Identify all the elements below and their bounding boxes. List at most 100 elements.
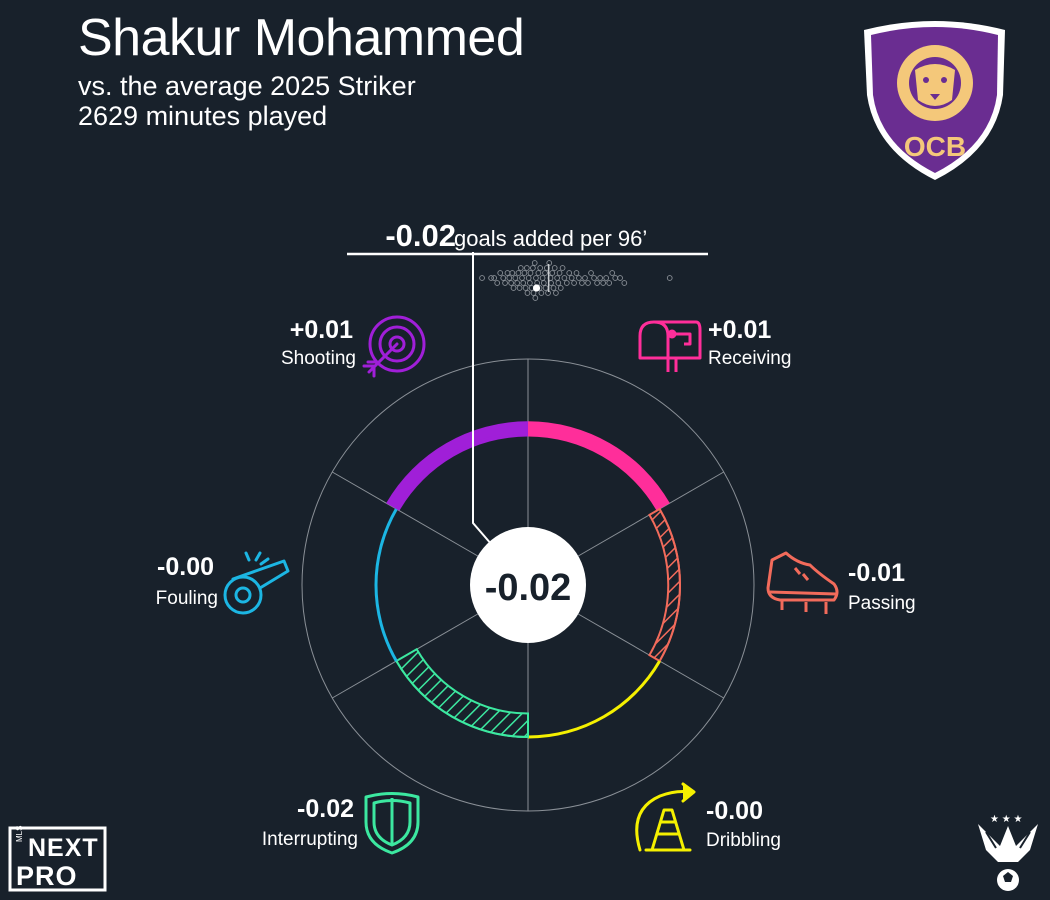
- distribution-dot: [540, 280, 547, 286]
- dribbling-label: Dribbling: [706, 830, 781, 851]
- interrupting-baseline: [395, 660, 528, 738]
- center-circle: [470, 527, 586, 643]
- orlando-city-b-crest-icon: OCB: [864, 21, 1005, 180]
- distribution-dot: [479, 275, 485, 281]
- distribution-dot: [591, 275, 597, 281]
- distribution-player-dot: [532, 284, 541, 292]
- distribution-dot: [609, 270, 616, 276]
- svg-text:★ ★ ★: ★ ★ ★: [990, 814, 1022, 825]
- distribution-dot: [539, 275, 546, 281]
- distribution-dot: [525, 275, 532, 281]
- distribution-strip: [479, 260, 673, 301]
- distribution-dot: [579, 280, 585, 286]
- distribution-dot: [491, 275, 498, 281]
- distribution-dot: [504, 270, 511, 276]
- distribution-dot: [603, 275, 610, 281]
- distribution-dot: [497, 270, 504, 276]
- minutes-played: 2629 minutes played: [78, 101, 328, 131]
- shooting-baseline: [395, 432, 528, 510]
- distribution-dot: [502, 280, 508, 286]
- receiving-baseline: [528, 432, 661, 510]
- receiving-value: +0.01: [708, 316, 771, 344]
- category-bars: [374, 421, 682, 739]
- cone-arrow-icon: [635, 782, 696, 852]
- shooting-label: Shooting: [281, 348, 356, 369]
- league-logo-line2: PRO: [16, 861, 78, 891]
- distribution-dot: [519, 275, 525, 281]
- distribution-dot: [527, 280, 533, 286]
- player-name: Shakur Mohammed: [78, 9, 525, 67]
- grid-spoke: [332, 471, 479, 557]
- distribution-dot: [553, 290, 559, 296]
- distribution-dot: [617, 275, 623, 281]
- distribution-dot: [530, 290, 537, 296]
- distribution-dot: [550, 285, 557, 291]
- distribution-dot: [571, 280, 577, 286]
- passing-label: Passing: [848, 593, 916, 614]
- distribution-dot: [542, 270, 548, 276]
- distribution-dot: [537, 265, 544, 271]
- interrupting-bar: [394, 647, 529, 739]
- distribution-dot: [508, 280, 514, 286]
- distribution-dot: [494, 280, 501, 286]
- whistle-icon: [223, 551, 290, 615]
- distribution-dot: [563, 280, 570, 286]
- receiving-label: Receiving: [708, 348, 791, 369]
- distribution-dot: [556, 270, 563, 276]
- distribution-dot: [555, 280, 562, 286]
- distribution-dot: [600, 280, 606, 286]
- interrupting-value: -0.02: [297, 795, 354, 823]
- distribution-dot: [588, 270, 594, 276]
- passing-baseline: [658, 508, 682, 662]
- cleat-icon: [766, 551, 839, 614]
- dribbling-bar: [528, 660, 661, 739]
- distribution-dot: [515, 270, 522, 276]
- shield-icon: [364, 792, 420, 855]
- distribution-dot: [510, 285, 517, 291]
- distribution-dot: [576, 275, 582, 281]
- distribution-dot: [512, 275, 519, 281]
- interrupting-label: Interrupting: [262, 829, 358, 850]
- fouling-label: Fouling: [156, 588, 218, 609]
- fouling-baseline: [375, 508, 398, 662]
- distribution-dot: [527, 270, 534, 276]
- distribution-dot: [549, 270, 556, 276]
- distribution-dot: [521, 270, 528, 276]
- distribution-dot: [557, 285, 564, 291]
- distribution-dot: [621, 280, 628, 286]
- distribution-dot: [532, 295, 539, 301]
- distribution-dot: [506, 275, 513, 281]
- distribution-dot: [594, 280, 600, 286]
- eagle-soccer-ball-icon: ★ ★ ★: [978, 814, 1038, 891]
- distribution-dot: [573, 270, 580, 276]
- distribution-dot: [559, 265, 566, 271]
- distribution-dot: [514, 280, 521, 286]
- distribution-dot: [606, 280, 613, 286]
- dribbling-baseline: [528, 660, 661, 738]
- distribution-dot: [533, 275, 539, 281]
- distribution-dot: [538, 290, 545, 296]
- distribution-dot: [566, 270, 573, 276]
- total-connector-line: [472, 252, 493, 546]
- distribution-dot: [597, 275, 603, 281]
- distribution-dot: [554, 275, 560, 281]
- mls-next-pro-logo-icon: MLS NEXT PRO: [8, 826, 107, 892]
- distribution-dot: [561, 275, 568, 281]
- club-crest-text: OCB: [904, 131, 966, 162]
- center-total-value: -0.02: [485, 567, 572, 609]
- total-value: -0.02: [385, 218, 456, 253]
- distribution-dot: [582, 275, 588, 281]
- distribution-dot: [551, 265, 558, 271]
- distribution-dot: [517, 265, 524, 271]
- fouling-value: -0.00: [157, 553, 214, 581]
- passing-bar: [648, 507, 681, 663]
- passing-value: -0.01: [848, 559, 905, 587]
- distribution-dot: [666, 275, 673, 281]
- league-logo-line1: NEXT: [28, 834, 99, 862]
- mailbox-icon: [638, 320, 702, 372]
- distribution-dot: [612, 275, 619, 281]
- distribution-dot: [542, 285, 549, 291]
- comparison-subtitle: vs. the average 2025 Striker: [78, 71, 416, 101]
- distribution-dot: [568, 275, 575, 281]
